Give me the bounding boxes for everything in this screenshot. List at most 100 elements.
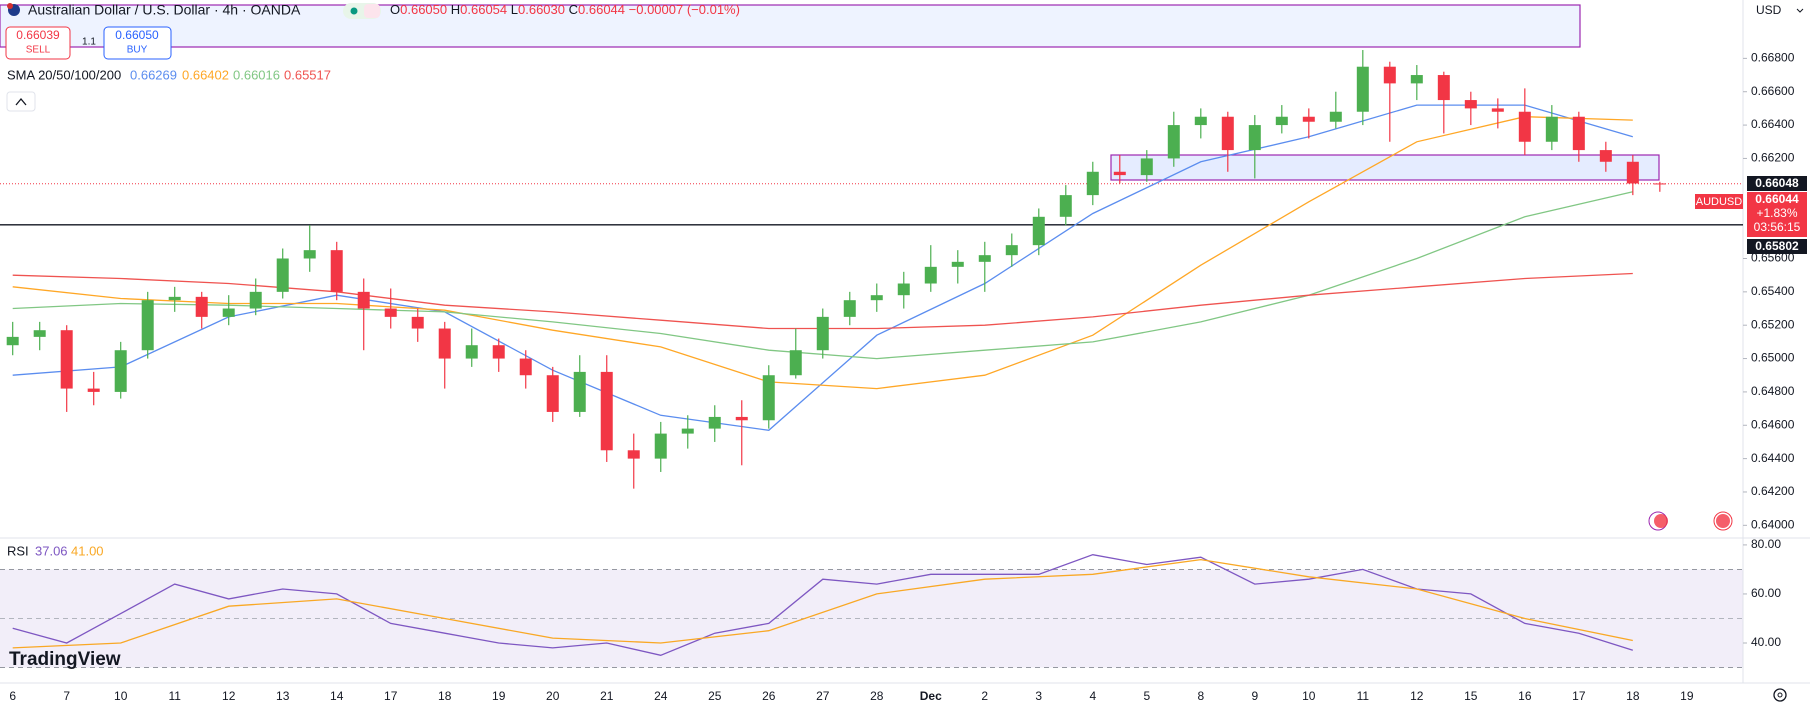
candle-body: [141, 300, 154, 351]
x-tick-label: 18: [438, 689, 452, 703]
ohlc-value: 0.66054: [460, 2, 507, 17]
rsi-y-tick-label: 80.00: [1751, 537, 1781, 551]
candle-body: [654, 433, 667, 459]
rsi-legend-value: 41.00: [71, 543, 104, 558]
candle-body: [276, 258, 289, 292]
candle-body: [1275, 116, 1288, 126]
candle-body: [492, 345, 505, 359]
candle-body: [465, 345, 478, 359]
x-tick-label: 20: [546, 689, 560, 703]
candle-body: [330, 250, 343, 292]
y-tick-label: 0.65000: [1751, 351, 1795, 365]
x-tick-label: 9: [1251, 689, 1258, 703]
candle-body: [1059, 195, 1072, 217]
candle-body: [573, 371, 586, 412]
candle-body: [546, 375, 559, 412]
x-tick-label: 13: [276, 689, 290, 703]
sma-legend-value: 0.66016: [233, 67, 280, 82]
settings-button[interactable]: [1773, 688, 1787, 702]
price-badge-label: 0.66048: [1755, 176, 1799, 190]
y-tick-label: 0.65200: [1751, 317, 1795, 331]
buy-price[interactable]: 0.66050: [115, 28, 159, 42]
x-tick-label: 26: [762, 689, 776, 703]
rsi-line: [12, 554, 1633, 656]
candle-body: [1194, 116, 1207, 126]
settings-icon[interactable]: [1777, 692, 1783, 698]
candle-body: [1167, 125, 1180, 159]
sell-price[interactable]: 0.66039: [16, 28, 60, 42]
ohlc: O0.66050 H0.66054 L0.66030 C0.66044 −0.0…: [390, 2, 740, 17]
y-tick-label: 0.64400: [1751, 451, 1795, 465]
collapse-icon[interactable]: [15, 97, 27, 106]
candle-body: [627, 450, 640, 459]
x-tick-label: 5: [1143, 689, 1150, 703]
candle-body: [1518, 111, 1531, 142]
candle-body: [1464, 100, 1477, 109]
x-tick-label: 25: [708, 689, 722, 703]
x-tick-label: 21: [600, 689, 614, 703]
candle-body: [1221, 116, 1234, 151]
candle-body: [1302, 116, 1315, 122]
x-tick-label: 19: [1680, 689, 1694, 703]
candle-body: [1329, 111, 1342, 122]
buy-button[interactable]: 0.66050 BUY: [103, 26, 172, 60]
x-tick-label: 8: [1197, 689, 1204, 703]
candle-body: [1572, 116, 1585, 151]
collapse-box[interactable]: [6, 91, 36, 112]
symbol-badge: [1695, 194, 1743, 209]
candle-body: [1248, 125, 1261, 151]
x-tick-label: 14: [330, 689, 344, 703]
buy-label[interactable]: BUY: [127, 45, 148, 56]
settings-icon[interactable]: [1773, 688, 1787, 702]
candle-body: [1410, 75, 1423, 84]
candle-body: [411, 316, 424, 329]
sma-legend-value: 0.66402: [182, 67, 229, 82]
sma-legend-value: 0.65517: [284, 67, 331, 82]
candle-body: [708, 416, 721, 429]
price-badge: [1747, 239, 1807, 254]
candle-body: [978, 255, 991, 262]
candle-body: [600, 371, 613, 451]
candle-body: [789, 350, 802, 376]
collapse-button[interactable]: [6, 91, 36, 112]
buy-box[interactable]: [103, 26, 172, 60]
y-tick-label: 0.65400: [1751, 284, 1795, 298]
currency-menu[interactable]: [1796, 8, 1804, 13]
candle-body: [681, 428, 694, 434]
sell-button[interactable]: 0.66039 SELL: [5, 26, 71, 60]
x-tick-label: 11: [1357, 689, 1370, 703]
candle-body: [1437, 75, 1450, 101]
candle-body: [222, 308, 235, 317]
ohlc-label: O: [390, 2, 400, 17]
candle-body: [384, 308, 397, 317]
rsi-pane: [12, 554, 1633, 656]
x-tick-label: Dec: [920, 689, 942, 703]
x-tick-label: 10: [1302, 689, 1316, 703]
event-icon[interactable]: [1716, 514, 1730, 528]
symbol-badge-label: AUDUSD: [1696, 196, 1743, 208]
x-tick-label: 17: [1572, 689, 1586, 703]
x-tick-label: 19: [492, 689, 506, 703]
candle-body: [1599, 150, 1612, 162]
candle-body: [195, 296, 208, 317]
x-tick-label: 28: [870, 689, 884, 703]
flag-icon: [7, 3, 13, 9]
y-tick-label: 0.66400: [1751, 117, 1795, 131]
sell-label[interactable]: SELL: [26, 45, 51, 56]
ohlc-label: C: [569, 2, 578, 17]
event-icon[interactable]: [1654, 514, 1668, 528]
candle-body: [1140, 158, 1153, 176]
x-tick-label: 18: [1626, 689, 1640, 703]
candle-body: [1005, 245, 1018, 256]
last-change: +1.83%: [1756, 206, 1797, 220]
sell-box[interactable]: [5, 26, 71, 60]
candle-body: [33, 330, 46, 337]
candle-body: [951, 261, 964, 267]
candle-body: [762, 375, 775, 421]
candle-body: [924, 266, 937, 284]
candle-body: [1545, 116, 1558, 142]
candle-body: [303, 250, 316, 259]
candle-body: [1383, 66, 1396, 84]
ohlc-label: L: [511, 2, 518, 17]
